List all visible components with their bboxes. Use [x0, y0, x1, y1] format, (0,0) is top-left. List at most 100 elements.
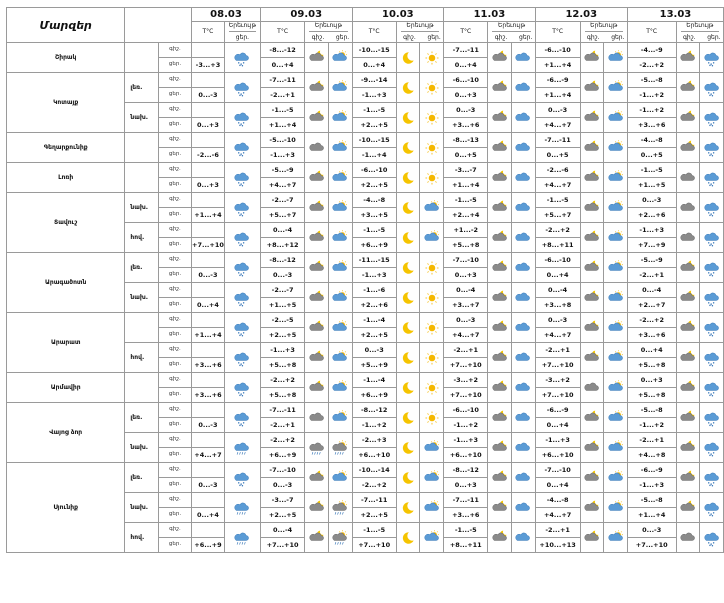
- moon-icon: [395, 522, 421, 553]
- temp-night: [191, 342, 225, 358]
- sn-cloud-icon: [223, 282, 261, 313]
- temp-day: +1...+4: [626, 507, 677, 523]
- temp-night: -1...+2: [626, 102, 677, 118]
- rain-cloud-icon: [511, 102, 536, 133]
- table-row: Շիրակ գիշ. -8...-12 -10...-15 -7...-11 -6...-…: [5, 42, 724, 73]
- pc-moon-cloud-icon: [579, 132, 605, 163]
- sn-cloud-icon: [223, 252, 261, 283]
- pc-moon-cloud-icon: [487, 462, 513, 493]
- altitude-zone-label: նախ.: [124, 102, 159, 133]
- sun-rain-cloud-icon: [327, 492, 353, 523]
- day-col-header-label: ցեր.: [707, 34, 721, 41]
- temp-night: [191, 312, 225, 328]
- pc-moon-cloud-icon: [675, 42, 701, 73]
- pc-moon-cloud-icon: [675, 132, 701, 163]
- sun-icon: [419, 342, 445, 373]
- moon-icon: [395, 222, 421, 253]
- rain-cloud-icon: [511, 522, 536, 553]
- pc-moon-cloud-icon: [487, 402, 513, 433]
- sun-cloud-icon: [327, 162, 353, 193]
- moon-icon: [395, 192, 421, 223]
- pc-moon-cloud-icon: [304, 162, 329, 193]
- altitude-zone-label: [124, 42, 159, 73]
- sun-cloud-icon: [603, 132, 628, 163]
- temp-day: 0...-3: [259, 477, 306, 493]
- sn-cloud-icon: [223, 132, 261, 163]
- sn-cloud-icon: [699, 462, 724, 493]
- sn-cloud-icon: [699, 252, 724, 283]
- temp-day: +2...+5: [259, 327, 306, 343]
- temp-day: +3...+8: [534, 297, 581, 313]
- temp-day: 0...+4: [351, 57, 397, 73]
- moon-icon: [395, 162, 421, 193]
- sun-cloud-icon: [603, 162, 628, 193]
- sn-cloud-icon: [223, 402, 261, 433]
- table-row: ցեր. +3...+6 +5...+8 +5...+9 +7...+10 +7...+1…: [7, 357, 724, 373]
- day-label: ցեր.: [157, 177, 193, 193]
- moon-icon: [395, 492, 421, 523]
- sn-rain-icon: [223, 492, 261, 523]
- night-label: գիշ.: [157, 342, 193, 358]
- temp-day: +4...+7: [534, 327, 581, 343]
- table-row: ցեր. -2...-6 -1...+3 -1...+4 0...+5 0...+5 0..…: [7, 147, 724, 163]
- temp-day: -1...+3: [626, 477, 677, 493]
- weather-col-header: Երեւույթ ցեր.: [223, 21, 261, 43]
- day-label: ցեր.: [157, 327, 193, 343]
- temp-night: -5...-8: [626, 492, 677, 508]
- pc-moon-cloud-icon: [487, 372, 513, 403]
- sn-cloud-icon: [699, 402, 724, 433]
- temp-night: -1...-5: [443, 192, 489, 208]
- temp-night: [191, 522, 225, 538]
- night-label: գիշ.: [157, 222, 193, 238]
- sun-cloud-icon: [327, 192, 353, 223]
- temp-night: -7...-10: [534, 462, 581, 478]
- pc-moon-cloud-icon: [579, 252, 605, 283]
- temp-night: [191, 192, 225, 208]
- sn-cloud-icon: [699, 42, 724, 73]
- pc-moon-cloud-icon: [304, 72, 329, 103]
- temp-day: +8...+12: [259, 237, 306, 253]
- day-label: ցեր.: [157, 537, 193, 553]
- rain-cloud-icon: [511, 252, 536, 283]
- cloud-grey-icon: [579, 372, 605, 403]
- region-name: Արագածոտն: [5, 252, 126, 313]
- temp-night: -5...-9: [259, 162, 306, 178]
- temp-night: -7...-11: [443, 42, 489, 58]
- sun-cloud-icon: [327, 222, 353, 253]
- table-row: Արմավիր գիշ. -2...+2 -1...-4 -3...+2 -3...+2 0…: [5, 372, 724, 403]
- sun-cloud-icon: [603, 402, 628, 433]
- table-row: ցեր. -3...+3 0...+4 0...+4 0...+4 +1...+4 -2..…: [7, 57, 724, 73]
- cloud-grey-icon: [675, 222, 701, 253]
- rain-cloud-icon: [511, 42, 536, 73]
- sn-cloud-icon: [699, 102, 724, 133]
- temp-night: -1...-5: [259, 102, 306, 118]
- temp-night: [191, 462, 225, 478]
- temp-night: -2...-5: [259, 312, 306, 328]
- temp-night: -11...-15: [351, 252, 397, 268]
- night-day-sub-header: գիշ. ցեր.: [581, 34, 626, 42]
- temp-night: -4...-8: [351, 192, 397, 208]
- temp-day: 0...+4: [191, 297, 225, 313]
- temp-day: +2...+5: [351, 177, 397, 193]
- temp-night: -7...-11: [443, 492, 489, 508]
- weather-col-header: Երեւույթ գիշ. ցեր.: [304, 21, 353, 43]
- temp-night: -2...-7: [259, 282, 306, 298]
- sun-cloud-icon: [603, 42, 628, 73]
- temp-day: +7...+10: [534, 387, 581, 403]
- altitude-zone-label: [124, 312, 159, 343]
- moon-icon: [395, 342, 421, 373]
- rain-cloud-icon: [511, 342, 536, 373]
- pc-moon-cloud-icon: [579, 462, 605, 493]
- night-label: գիշ.: [157, 282, 193, 298]
- moon-icon: [395, 102, 421, 133]
- temp-day: +4...+7: [534, 177, 581, 193]
- temp-day: 0...+4: [534, 417, 581, 433]
- pc-moon-cloud-icon: [675, 72, 701, 103]
- temp-day: +4...+7: [191, 447, 225, 463]
- pc-moon-cloud-icon: [487, 522, 513, 553]
- temp-night: -2...-6: [534, 162, 581, 178]
- temp-night: -7...-11: [351, 492, 397, 508]
- pc-moon-cloud-icon: [487, 102, 513, 133]
- temp-day: 0...+3: [191, 177, 225, 193]
- temp-day: +6...+10: [534, 447, 581, 463]
